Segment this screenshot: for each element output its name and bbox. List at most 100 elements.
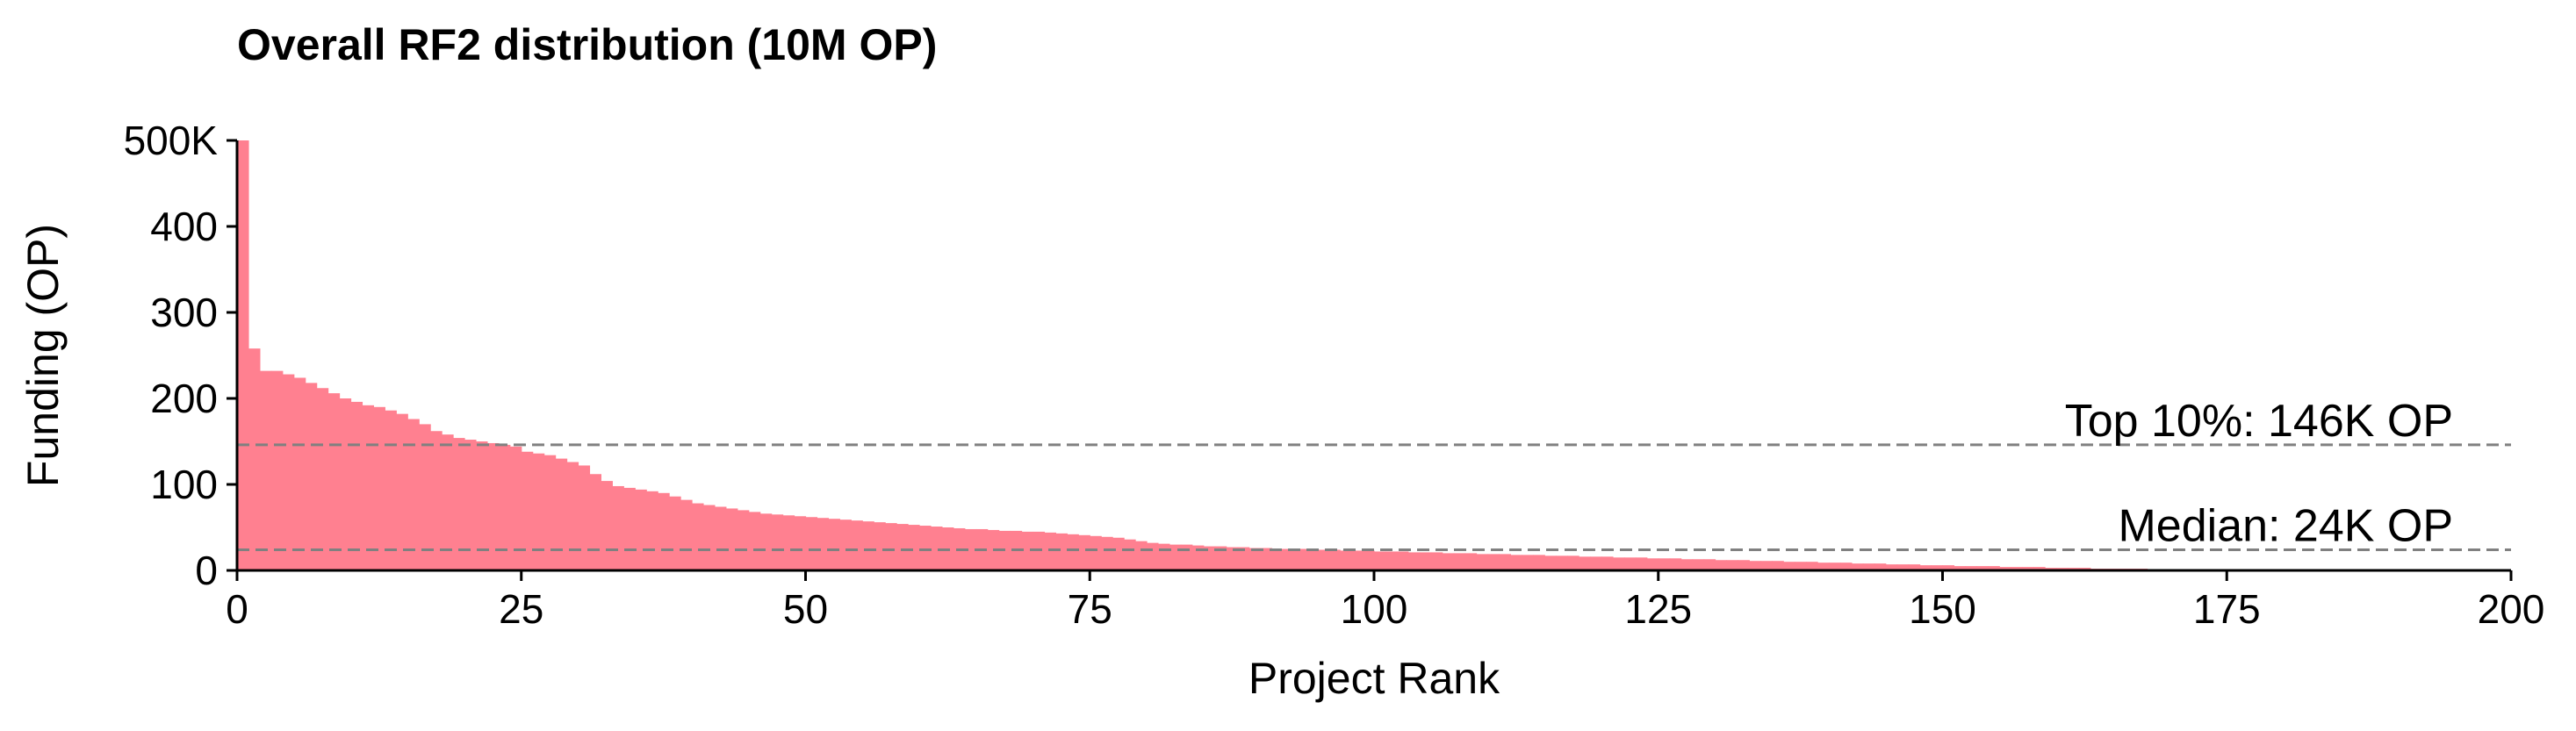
- bar: [759, 513, 773, 570]
- bar: [1476, 554, 1489, 570]
- bar: [385, 410, 397, 570]
- bar: [2022, 567, 2034, 570]
- bar: [1544, 555, 1557, 570]
- bar: [1567, 555, 1579, 570]
- bar: [737, 510, 750, 570]
- bar: [1646, 558, 1659, 570]
- bar: [601, 481, 613, 570]
- bar: [1237, 547, 1250, 570]
- bar: [237, 140, 249, 570]
- bar: [623, 487, 636, 570]
- bar: [1885, 564, 1898, 570]
- x-tick-label: 75: [1068, 586, 1112, 632]
- bar: [1112, 537, 1125, 570]
- bar: [874, 522, 886, 570]
- bar: [1680, 559, 1694, 570]
- bar: [1430, 552, 1443, 570]
- bar: [1363, 550, 1375, 570]
- bar: [1317, 549, 1329, 570]
- bar: [270, 370, 284, 570]
- bar: [566, 462, 579, 570]
- bar: [293, 377, 306, 570]
- bar: [1271, 548, 1284, 570]
- bar: [1590, 556, 1602, 570]
- bar: [1203, 546, 1216, 570]
- bar: [1294, 548, 1306, 570]
- bar: [692, 503, 704, 570]
- bar: [714, 506, 727, 570]
- bar: [1692, 559, 1705, 570]
- bar: [486, 442, 500, 570]
- bar: [2033, 567, 2046, 570]
- bar: [1453, 553, 1466, 570]
- bar: [1896, 564, 1910, 570]
- bar: [1783, 562, 1795, 570]
- bar: [702, 505, 716, 570]
- bar: [828, 519, 840, 570]
- bar: [1829, 563, 1841, 570]
- y-tick-label: 200: [150, 376, 218, 421]
- bar: [430, 431, 443, 570]
- bar: [1942, 565, 1955, 570]
- x-tick-label: 25: [499, 586, 543, 632]
- bar: [658, 492, 670, 570]
- bar: [771, 514, 784, 570]
- bar: [635, 489, 647, 570]
- bar: [1601, 556, 1614, 570]
- y-axis-ticks: 0 100 200 300 400 500K: [124, 118, 237, 593]
- bar: [464, 440, 477, 570]
- bar: [1021, 531, 1034, 570]
- bar: [532, 453, 545, 570]
- bar: [782, 515, 795, 570]
- bar: [509, 446, 522, 570]
- bar: [1635, 557, 1648, 570]
- bar: [1976, 566, 1989, 570]
- bar: [1374, 551, 1386, 570]
- bar: [964, 528, 977, 570]
- bar: [1556, 555, 1568, 570]
- bar: [930, 527, 943, 570]
- bar: [1533, 555, 1545, 570]
- bar: [1988, 566, 2000, 570]
- y-tick-label: 500K: [124, 118, 219, 163]
- bar: [1919, 565, 1932, 570]
- bar: [1806, 562, 1818, 570]
- bar: [1067, 534, 1079, 570]
- reference-lines: Top 10%: 146K OP Median: 24K OP: [237, 396, 2511, 551]
- bar: [1851, 563, 1864, 570]
- bar: [1135, 541, 1148, 570]
- bar: [680, 499, 693, 570]
- bar: [1191, 545, 1205, 570]
- bar: [1464, 553, 1478, 570]
- bar: [1385, 551, 1398, 570]
- bar: [350, 401, 363, 570]
- y-tick-label: 100: [150, 462, 218, 507]
- bar: [919, 526, 932, 570]
- bar: [1306, 549, 1318, 570]
- bar: [373, 406, 385, 570]
- bar: [1954, 566, 1966, 570]
- bar: [1658, 558, 1671, 570]
- bar: [1214, 546, 1227, 570]
- bar: [248, 348, 261, 570]
- bar: [1407, 552, 1421, 570]
- bar: [1248, 548, 1262, 570]
- bar: [1795, 562, 1807, 570]
- x-axis-ticks: 0 25 50 75 100 125 150 175 200: [226, 570, 2544, 632]
- median-reference-label: Median: 24K OP: [2118, 500, 2453, 551]
- x-axis-label: Project Rank: [1248, 654, 1500, 703]
- bar: [885, 523, 897, 570]
- y-axis-label: Funding (OP): [18, 224, 68, 487]
- bar: [908, 525, 920, 570]
- bar: [748, 512, 761, 570]
- x-tick-label: 200: [2478, 586, 2545, 632]
- bar: [2011, 567, 2023, 570]
- bar: [419, 424, 431, 570]
- bar: [475, 441, 488, 570]
- bar: [521, 451, 534, 570]
- y-tick-label: 0: [195, 548, 218, 593]
- bar: [646, 491, 658, 570]
- bar: [1839, 563, 1853, 570]
- bar: [862, 521, 874, 570]
